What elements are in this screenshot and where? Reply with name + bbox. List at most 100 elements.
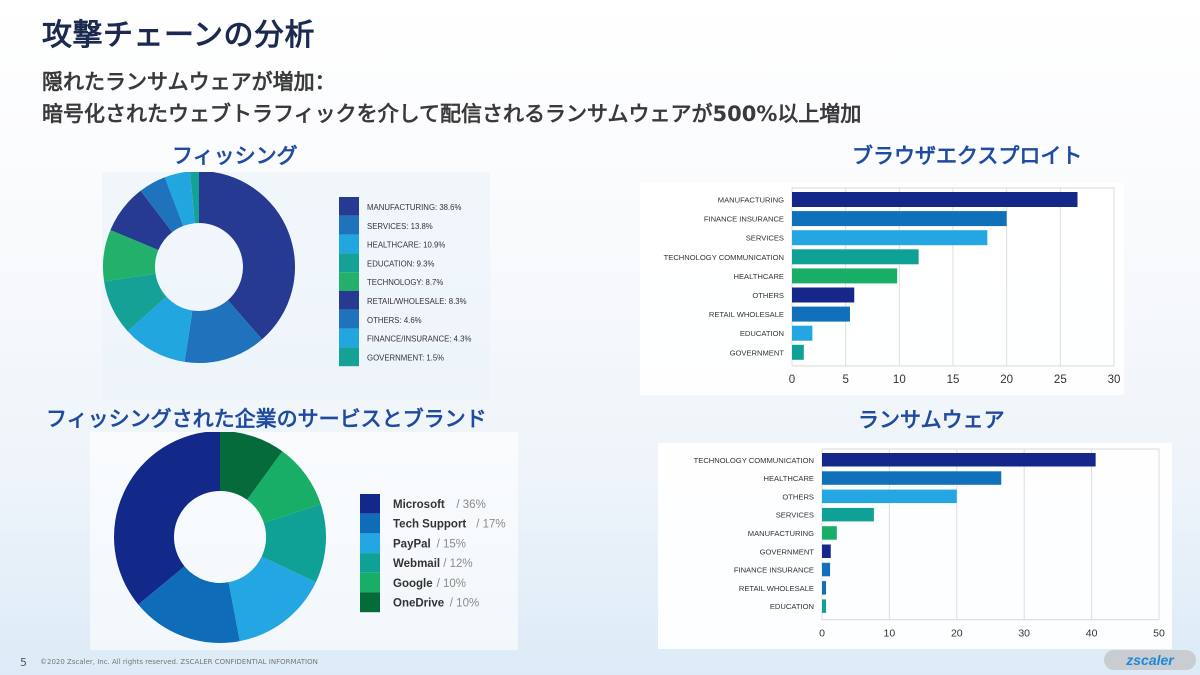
donut-slice-manufacturing (199, 171, 295, 340)
legend-label: HEALTHCARE: 10.9% (367, 241, 445, 250)
slide-title: 攻撃チェーンの分析 (42, 18, 315, 53)
legend-name: Webmail (393, 558, 440, 570)
legend-value: / 10% (437, 578, 466, 590)
donut-slice-others (140, 177, 184, 233)
ransomware-chart-panel: 0 10 20 30 40 50 TECHNOLOGY COMMUNICATION HEALT… (658, 443, 1172, 649)
legend-label: MANUFACTURING: 38.6% (367, 203, 462, 212)
legend-swatch (339, 253, 359, 273)
bar-government (792, 344, 804, 360)
category-label: OTHERS (752, 291, 784, 300)
bar-manufacturing (792, 192, 1078, 207)
legend-label: SERVICES: 13.8% (367, 222, 433, 231)
x-tick-label: 0 (789, 374, 795, 386)
section-title-ransomware: ランサムウェア (858, 408, 1005, 432)
section-title-browser-exploits: ブラウザエクスプロイト (852, 144, 1083, 168)
x-tick-label: 25 (1054, 374, 1067, 386)
category-label: HEALTHCARE (764, 474, 815, 483)
legend-name: OneDrive (393, 598, 444, 610)
category-label: EDUCATION (770, 602, 814, 611)
copyright-notice: ©2020 Zscaler, Inc. All rights reserved.… (40, 658, 318, 666)
x-tick-label: 20 (951, 628, 963, 640)
subtitle-line-2: 暗号化されたウェブトラフィックを介して配信されるランサムウェアが500%以上増加 (42, 102, 862, 126)
phished-brands-donut-chart: Microsoft / 36% Tech Support / 17% PayPal / 1… (114, 431, 506, 643)
category-label: SERVICES (776, 511, 814, 520)
section-title-phished-brands: フィッシングされた企業のサービスとブランド (46, 407, 487, 431)
donut-slice-google (247, 451, 321, 523)
bar-others (792, 287, 855, 303)
legend-swatch (360, 553, 380, 573)
x-tick-label: 10 (884, 628, 896, 640)
legend-label: RETAIL/WHOLESALE: 8.3% (367, 297, 467, 306)
legend-swatch (360, 572, 380, 593)
donut-slice-tech-support (138, 566, 240, 643)
category-label: MANUFACTURING (748, 529, 814, 538)
legend-swatch (339, 309, 359, 329)
category-label: TECHNOLOGY COMMUNICATION (664, 253, 784, 262)
category-label: SERVICES (746, 234, 784, 243)
legend-swatch (339, 234, 359, 254)
bar-others (822, 489, 957, 504)
bar-manufacturing (822, 526, 837, 540)
x-tick-label: 15 (947, 374, 960, 386)
legend-swatch (339, 215, 359, 235)
bar-technology-communication (822, 453, 1096, 467)
legend-value: / 10% (450, 598, 479, 610)
section-title-phishing: フィッシング (172, 144, 298, 168)
legend-swatch (339, 272, 359, 291)
category-label: HEALTHCARE (734, 272, 785, 281)
ransomware-bar-chart: 0 10 20 30 40 50 TECHNOLOGY COMMUNICATION HEALT… (694, 448, 1165, 640)
donut-slice-paypal (228, 556, 316, 642)
bar-retail-wholesale (822, 581, 827, 595)
category-label: GOVERNMENT (730, 348, 785, 357)
page-number: 5 (20, 656, 27, 669)
category-label: OTHERS (782, 492, 814, 501)
legend-swatch (339, 197, 359, 216)
bar-services (822, 507, 874, 522)
category-label: RETAIL WHOLESALE (709, 310, 784, 319)
legend-swatch (360, 494, 380, 514)
bar-finance-insurance (822, 562, 831, 577)
subtitle-line-1: 隠れたランサムウェアが増加： (42, 70, 336, 94)
bar-technology-communication (792, 249, 919, 265)
legend-swatch (339, 347, 359, 367)
bar-healthcare (822, 471, 1002, 485)
donut-slice-education (104, 273, 167, 332)
bar-finance-insurance (792, 211, 1007, 227)
donut-slice-healthcare (127, 296, 193, 362)
legend-swatch (360, 533, 380, 554)
x-tick-label: 30 (1108, 374, 1121, 386)
legend-label: TECHNOLOGY: 8.7% (367, 278, 443, 287)
bar-services (792, 230, 988, 246)
legend-name: PayPal (393, 538, 431, 550)
zscaler-logo: zscaler (1104, 650, 1196, 670)
x-tick-label: 40 (1086, 628, 1098, 640)
category-label: TECHNOLOGY COMMUNICATION (694, 456, 814, 465)
x-tick-label: 20 (1000, 374, 1013, 386)
category-label: FINANCE INSURANCE (704, 215, 784, 224)
legend-value: / 12% (443, 558, 472, 570)
donut-slice-webmail (261, 504, 326, 583)
phished-brands-chart-panel: Microsoft / 36% Tech Support / 17% PayPal / 1… (90, 431, 518, 650)
legend-name: Microsoft (393, 499, 445, 511)
phishing-chart-panel: MANUFACTURING: 38.6% SERVICES: 13.8% HEALT… (102, 171, 490, 400)
category-label: RETAIL WHOLESALE (739, 584, 814, 593)
bar-retail-wholesale (792, 306, 850, 322)
category-label: GOVERNMENT (760, 547, 815, 556)
legend-label: EDUCATION: 9.3% (367, 259, 435, 268)
x-tick-label: 10 (893, 374, 906, 386)
legend-swatch (339, 291, 359, 310)
browser-exploits-chart-panel: 0 5 10 15 20 25 30 MANUFACTURING FINANCE INSURAN… (640, 183, 1124, 395)
x-tick-label: 5 (842, 374, 848, 386)
donut-slice-microsoft (114, 431, 220, 605)
legend-label: FINANCE/INSURANCE: 4.3% (367, 335, 471, 344)
x-tick-label: 0 (819, 628, 825, 640)
legend-value: / 36% (456, 499, 485, 511)
legend-value: / 17% (476, 519, 505, 531)
legend-value: / 15% (437, 538, 466, 550)
donut-slice-retail-wholesale (110, 190, 173, 251)
legend-swatch (339, 328, 359, 348)
bar-government (822, 544, 831, 558)
donut-slice-onedrive (220, 431, 283, 500)
donut-slice-technology (103, 229, 159, 282)
legend-swatch (360, 513, 380, 534)
